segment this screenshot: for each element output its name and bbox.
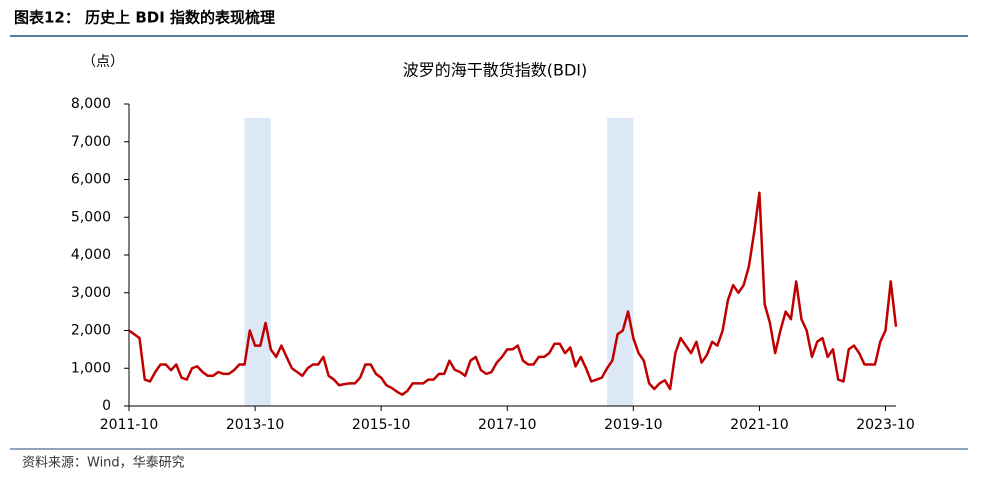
y-tick-label: 8,000 (71, 96, 111, 112)
x-tick-label: 2013-10 (226, 417, 285, 433)
highlight-band (607, 118, 634, 406)
x-tick-label: 2019-10 (604, 417, 663, 433)
page-title: 图表12： 历史上 BDI 指数的表现梳理 (14, 9, 275, 27)
source: 资料来源：Wind，华泰研究 (22, 456, 185, 471)
x-tick-label: 2017-10 (478, 417, 537, 433)
chart-title: 波罗的海干散货指数(BDI) (403, 61, 588, 80)
x-tick-label: 2011-10 (100, 417, 159, 433)
x-tick-label: 2015-10 (352, 417, 411, 433)
y-tick-label: 6,000 (71, 172, 111, 188)
y-tick-label: 1,000 (71, 360, 111, 376)
y-tick-label: 0 (102, 398, 111, 414)
y-tick-label: 7,000 (71, 134, 111, 150)
y-tick-label: 2,000 (71, 323, 111, 339)
y-tick-label: 4,000 (71, 247, 111, 263)
y-axis-label: （点） (82, 54, 124, 70)
x-tick-label: 2023-10 (856, 417, 915, 433)
bdi-line (128, 191, 898, 396)
highlight-band (244, 118, 271, 406)
x-tick-label: 2021-10 (730, 417, 789, 433)
y-tick-label: 3,000 (71, 285, 111, 301)
y-tick-label: 5,000 (71, 209, 111, 225)
